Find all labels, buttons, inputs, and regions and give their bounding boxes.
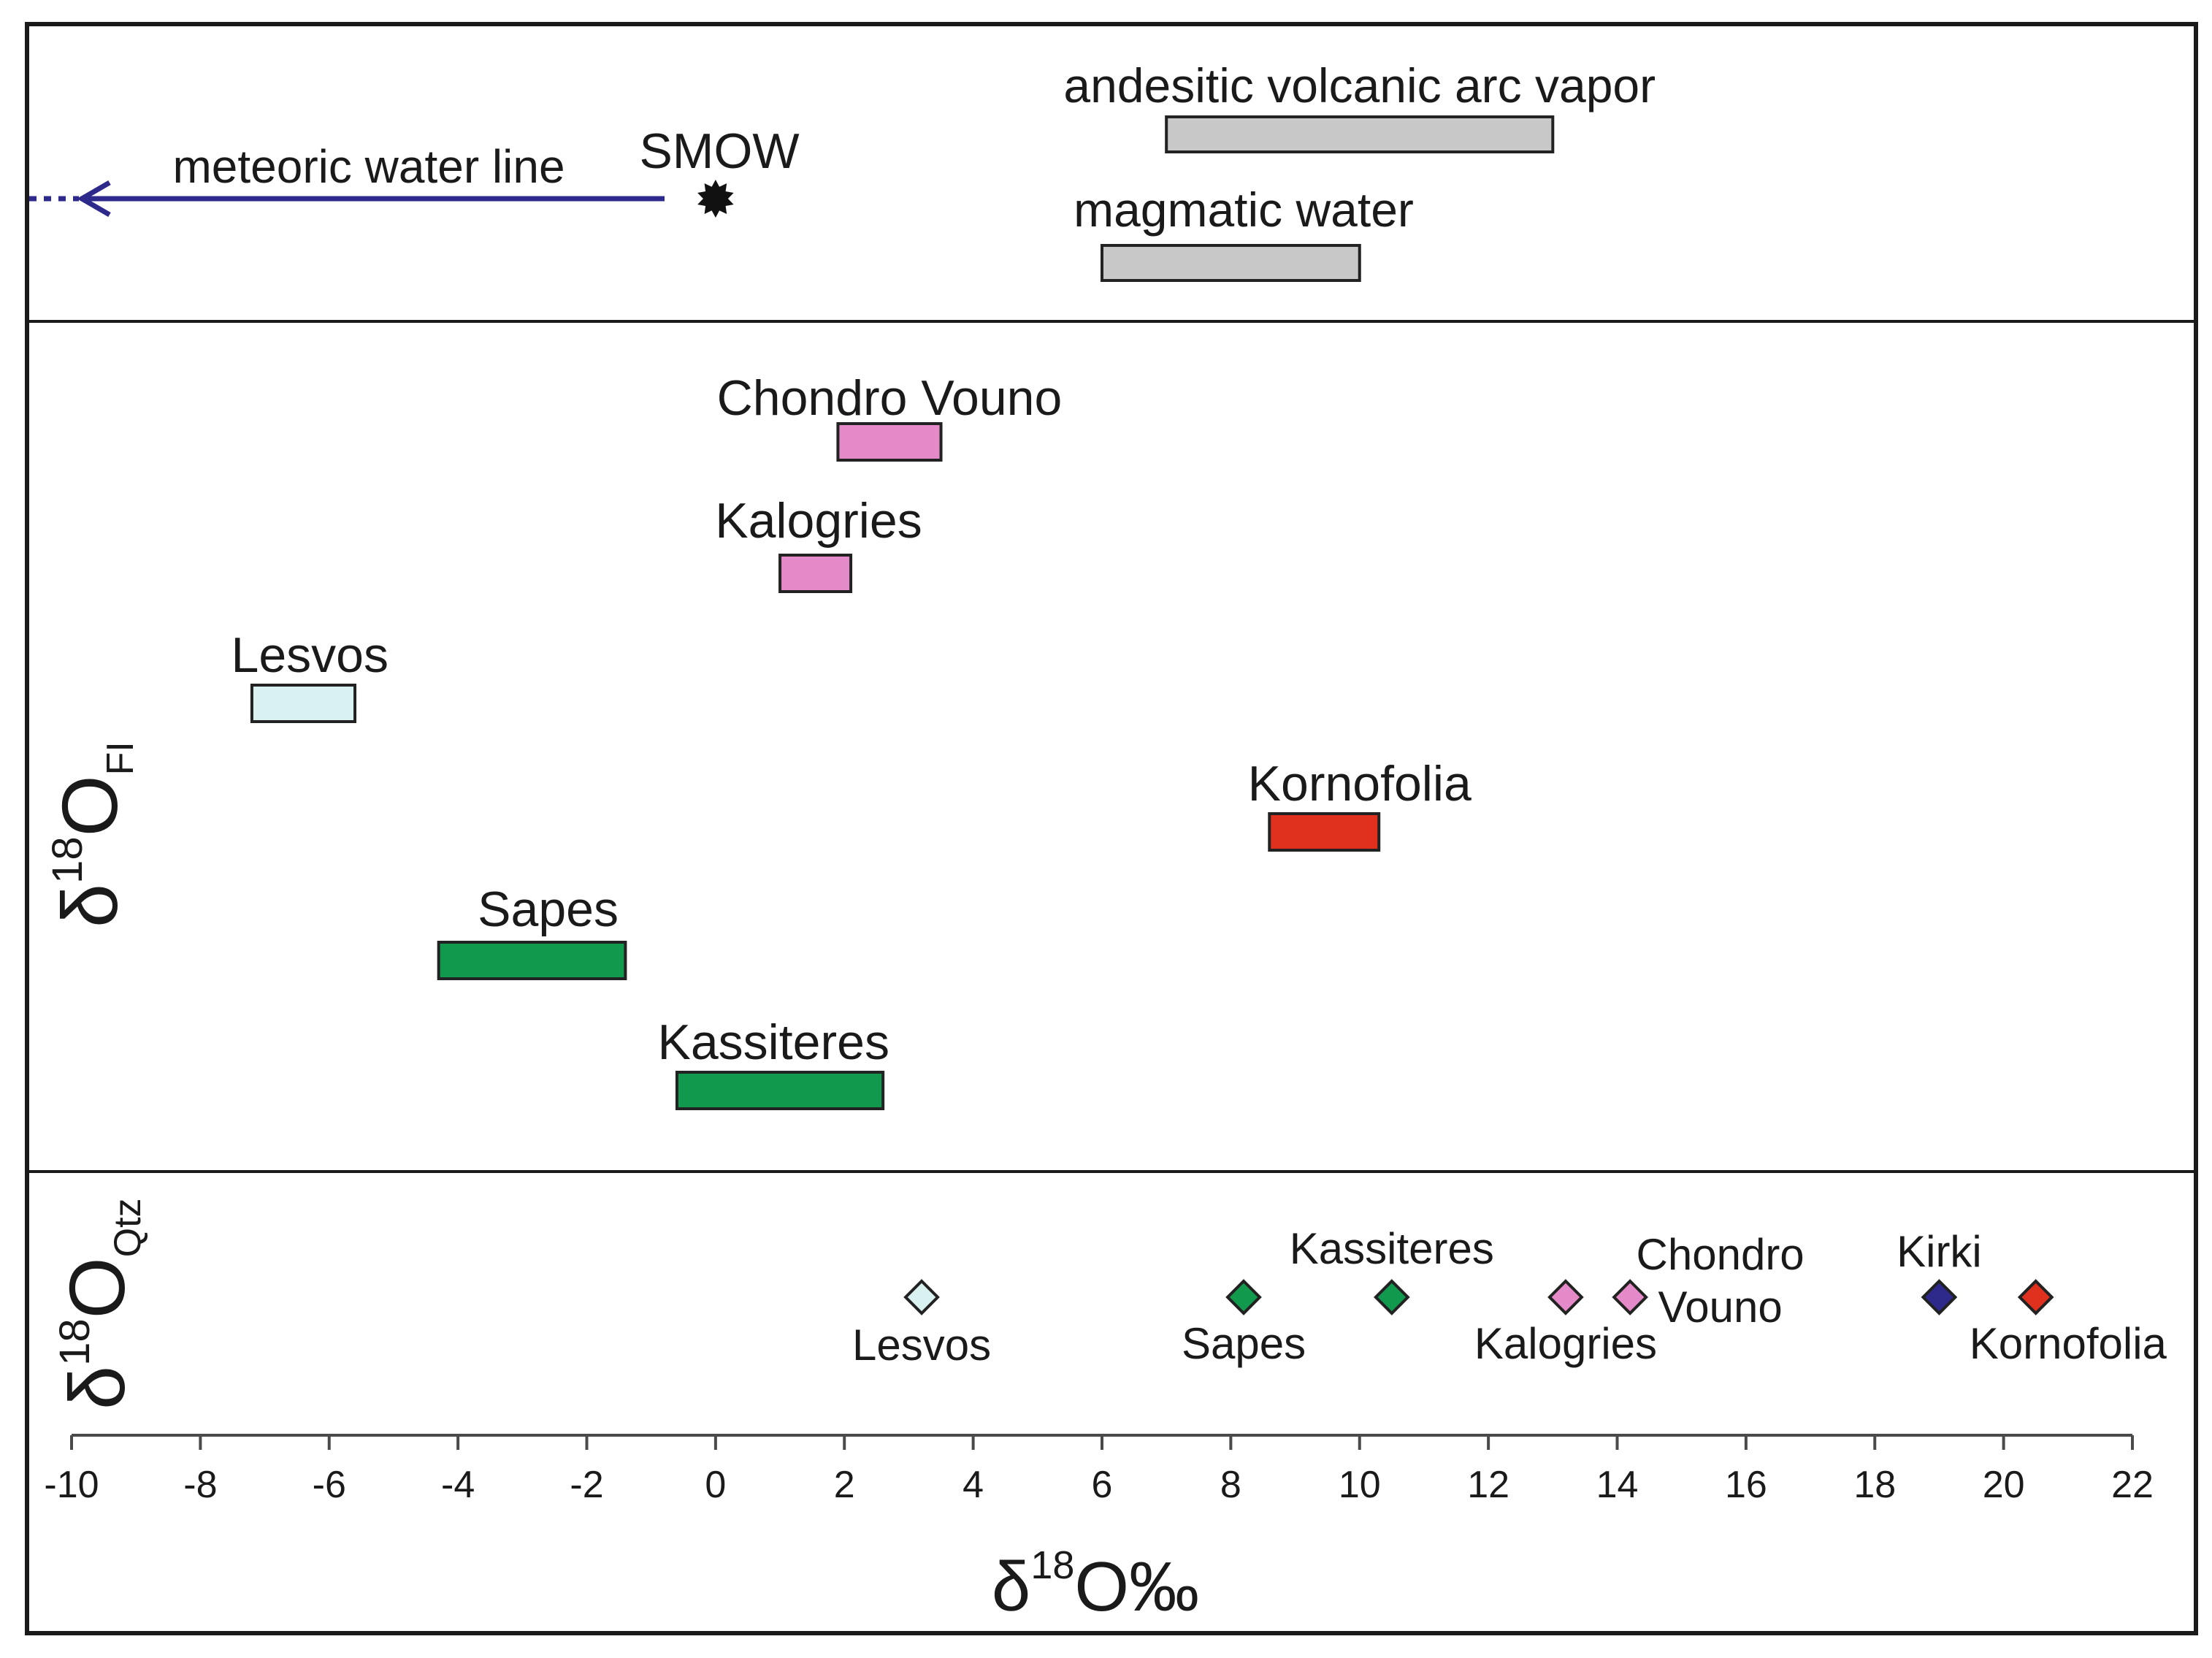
x-tick-label: 10: [1339, 1464, 1381, 1506]
x-axis-label: δ18O‰: [992, 1543, 1199, 1626]
qtz-label-chondro-vouno-line1: Chondro: [1637, 1230, 1805, 1279]
qtz-label-chondro-vouno-line2: Vouno: [1658, 1283, 1783, 1332]
range-label-kalogries: Kalogries: [715, 493, 922, 549]
reference-ranges: andesitic volcanic arc vapor magmatic wat…: [1063, 58, 1656, 282]
reference-panel: meteoric water line SMOW andesitic volca…: [29, 58, 1656, 282]
fi-axis-label-base: δ: [45, 884, 134, 928]
x-tick-label: 16: [1725, 1464, 1767, 1506]
x-tick-label: 20: [1983, 1464, 2025, 1506]
qtz-label-kornofolia: Kornofolia: [1970, 1319, 2167, 1368]
qtz-label-kassiteres: Kassiteres: [1290, 1224, 1494, 1273]
range-bar-lesvos: [250, 684, 357, 723]
range-bar-andesitic-volcanic-arc-vapor: [1165, 115, 1555, 153]
qtz-axis-label-main: O: [53, 1257, 141, 1318]
qtz-label-kalogries: Kalogries: [1474, 1319, 1657, 1368]
meteoric-arrow-head-icon: [77, 180, 111, 218]
range-label-lesvos: Lesvos: [231, 627, 389, 683]
x-axis-label-main: O‰: [1074, 1548, 1199, 1626]
qtz-label-kirki: Kirki: [1897, 1227, 1982, 1276]
fi-axis-label-sub: FI: [99, 741, 142, 775]
qtz-axis-label-sup: 18: [51, 1318, 99, 1366]
qtz-point-sapes: [1225, 1279, 1262, 1315]
smow-label: SMOW: [639, 123, 799, 179]
fi-axis-label-sup: 18: [44, 836, 91, 884]
x-ticks: [70, 1435, 2134, 1450]
x-tick-label: 6: [1092, 1464, 1113, 1506]
qtz-axis-label: δ18OQtz: [51, 1198, 149, 1410]
quartz-panel: δ18OQtz Lesvos Sapes Kassiteres Kalogries Ch…: [51, 1198, 2167, 1410]
x-tick-label: 8: [1220, 1464, 1241, 1506]
range-label-chondro-vouno: Chondro Vouno: [717, 370, 1063, 426]
qtz-point-kassiteres: [1374, 1279, 1410, 1315]
x-tick-labels: -10 -8 -6 -4 -2 0 2 4 6 8 10 12 14 16 18 20 22: [44, 1464, 2154, 1506]
x-tick-label: 0: [705, 1464, 726, 1506]
x-tick-label: 22: [2111, 1464, 2154, 1506]
x-axis-label-sup: 18: [1030, 1543, 1074, 1587]
x-tick-label: -6: [313, 1464, 346, 1506]
x-tick-label: -4: [441, 1464, 475, 1506]
qtz-point-kornofolia: [2017, 1279, 2054, 1315]
qtz-axis-label-sub: Qtz: [107, 1198, 149, 1257]
qtz-point-kalogries: [1547, 1279, 1584, 1315]
x-tick-label: 2: [834, 1464, 855, 1506]
meteoric-water-line-label: meteoric water line: [172, 140, 565, 193]
range-label-kornofolia: Kornofolia: [1248, 756, 1472, 811]
x-tick-label: 14: [1596, 1464, 1639, 1506]
range-bar-kassiteres: [675, 1071, 885, 1110]
x-axis-label-base: δ: [992, 1548, 1030, 1626]
range-bar-magmatic-water: [1101, 244, 1361, 282]
x-tick-label: 12: [1467, 1464, 1509, 1506]
fluid-inclusion-panel: δ18OFI Chondro Vouno Kalogries Lesvos Korno…: [44, 370, 1472, 1110]
x-tick-label: 18: [1853, 1464, 1896, 1506]
range-label-magmatic-water: magmatic water: [1074, 183, 1414, 237]
x-tick-label: -8: [183, 1464, 217, 1506]
range-bar-kalogries: [778, 554, 853, 593]
chart-frame: [25, 22, 2198, 1635]
range-label-kassiteres: Kassiteres: [658, 1015, 889, 1070]
x-tick-label: -10: [44, 1464, 99, 1506]
qtz-label-sapes: Sapes: [1182, 1319, 1306, 1368]
x-tick-label: 4: [963, 1464, 984, 1506]
fluid-inclusion-ranges: Chondro Vouno Kalogries Lesvos Kornofolia Sa…: [231, 370, 1472, 1110]
qtz-point-kirki: [1921, 1279, 1958, 1315]
range-label-andesitic-volcanic-arc-vapor: andesitic volcanic arc vapor: [1063, 58, 1656, 112]
range-bar-kornofolia: [1268, 812, 1381, 852]
smow-star-icon: [697, 180, 734, 218]
quartz-points: Lesvos Sapes Kassiteres Kalogries ChondroVou…: [852, 1224, 2167, 1369]
fi-axis-label-main: O: [45, 775, 134, 836]
qtz-point-chondro-vouno: [1612, 1279, 1648, 1315]
qtz-label-lesvos: Lesvos: [852, 1321, 991, 1369]
fi-axis-label: δ18OFI: [44, 741, 142, 928]
range-label-sapes: Sapes: [478, 882, 619, 937]
x-tick-label: -2: [570, 1464, 603, 1506]
range-bar-chondro-vouno: [836, 422, 943, 462]
qtz-axis-label-base: δ: [53, 1366, 141, 1410]
qtz-point-lesvos: [903, 1279, 940, 1315]
range-bar-sapes: [437, 941, 627, 980]
